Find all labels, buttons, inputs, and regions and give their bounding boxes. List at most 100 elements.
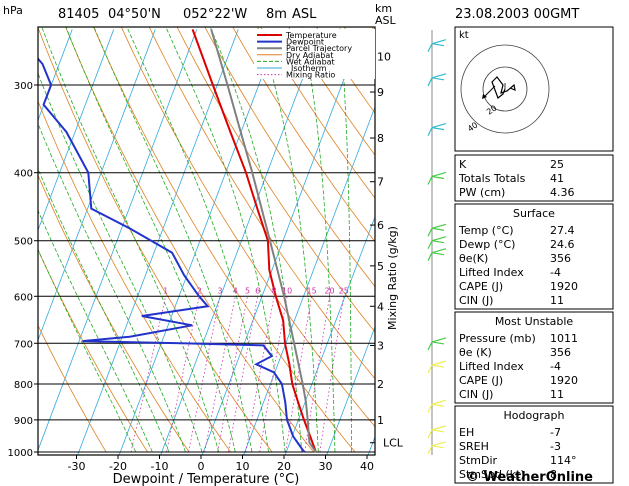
height-tick-label: 3 (377, 339, 384, 352)
dry-adiabat-line (120, 27, 375, 428)
mixing-ratio-label: 10 (282, 286, 292, 295)
index-label: Lifted Index (459, 360, 524, 373)
isotherm-line (284, 215, 375, 455)
pressure-tick-label: 300 (14, 81, 33, 92)
index-label: StmSpd (kt) (459, 468, 525, 481)
copyright: © WeatherOnline (466, 470, 593, 485)
isotherm-line (38, 29, 198, 452)
index-label: CAPE (J) (459, 374, 503, 387)
series-parcel-trajectory-line (210, 29, 317, 453)
station-lat: 04°50'N (108, 7, 161, 22)
legend-entry: Mixing Ratio (286, 71, 335, 80)
index-value: 1920 (550, 374, 578, 387)
legend-entry: Dewpoint (286, 38, 324, 47)
wet-adiabat-line (257, 27, 319, 453)
wind-barb (427, 236, 447, 249)
station-elevation-unit: ASL (292, 7, 317, 22)
series-temperature-line (191, 29, 317, 453)
height-tick-label: 9 (377, 86, 384, 99)
hodograph-frame (454, 26, 614, 152)
wind-barb (427, 171, 447, 185)
station-elevation: 8m (266, 7, 287, 22)
height-tick-label: 6 (377, 219, 384, 232)
wind-barb (427, 399, 447, 413)
wind-barb (427, 223, 447, 237)
height-tick-label: 5 (377, 260, 384, 273)
index-value: -4 (550, 360, 561, 373)
wet-adiabat-line (38, 167, 170, 453)
mixing-ratio-label: 20 (324, 286, 334, 295)
index-label: Pressure (mb) (459, 332, 536, 345)
wet-adiabat-line (38, 122, 186, 453)
dry-adiabat-line (65, 27, 314, 453)
index-box (454, 405, 614, 484)
wet-adiabat-line (165, 27, 286, 453)
wet-adiabat-line (93, 27, 253, 453)
wet-adiabat-line (126, 27, 269, 453)
index-value: 8 (550, 468, 557, 481)
height-tick-label: LCL (383, 437, 404, 450)
mixing-ratio-axis-label: Mixing Ratio (g/kg) (386, 226, 399, 330)
hodograph: kt 20 40 (454, 26, 614, 152)
dry-adiabat-line (38, 248, 148, 453)
index-value: 41 (550, 172, 564, 185)
index-value: 25 (550, 158, 564, 171)
index-label: EH (459, 426, 474, 439)
wind-barb (427, 73, 447, 87)
wet-adiabat-line (339, 27, 352, 452)
index-value: 27.4 (550, 224, 575, 237)
height-tick-label: 7 (377, 176, 384, 189)
pressure-tick-label: 600 (14, 292, 33, 303)
index-label: CAPE (J) (459, 280, 503, 293)
dry-adiabat-line (260, 27, 375, 199)
isotherm-line (38, 29, 156, 342)
height-tick-label: 10 (377, 50, 391, 63)
index-box (454, 154, 614, 202)
hodograph-storm-arrow (483, 85, 496, 98)
pressure-tick-label: 400 (14, 169, 33, 180)
isotherm-line (77, 29, 239, 455)
index-box-title: Most Unstable (495, 315, 574, 328)
index-box (454, 203, 614, 310)
dry-adiabat-line (93, 27, 356, 453)
index-label: θe(K) (459, 252, 488, 265)
index-label: Temp (°C) (458, 224, 514, 237)
index-box-title: Hodograph (504, 409, 565, 422)
x-axis-label: Dewpoint / Temperature (°C) (113, 472, 300, 486)
temp-tick-label: 30 (319, 460, 333, 473)
index-label: Totals Totals (458, 172, 526, 185)
temp-tick-label: -30 (68, 460, 86, 473)
index-value: -7 (550, 426, 561, 439)
pressure-axis-unit: hPa (3, 4, 23, 17)
index-label: K (459, 158, 467, 171)
wind-barb (427, 248, 447, 261)
isotherm-line (38, 29, 73, 122)
index-label: CIN (J) (459, 388, 493, 401)
wind-barb (427, 360, 447, 374)
legend-entry: Parcel Trajectory (286, 44, 352, 53)
mixing-ratio-label: 4 (233, 286, 238, 295)
temp-tick-label: -20 (109, 460, 127, 473)
temp-tick-label: 40 (360, 460, 374, 473)
hodograph-trace (491, 76, 516, 99)
index-value: 24.6 (550, 238, 575, 251)
pressure-tick-label: 800 (14, 380, 33, 391)
mixing-ratio-line (204, 296, 236, 453)
wet-adiabat-line (41, 27, 220, 453)
index-value: 11 (550, 388, 564, 401)
index-value: 1920 (550, 280, 578, 293)
temp-tick-label: 10 (236, 460, 250, 473)
wind-barb (427, 123, 447, 136)
indices-table: K 25 Totals Totals 41 PW (cm) 4.36 Surface Temp… (454, 154, 614, 484)
index-label: Dewp (°C) (459, 238, 515, 251)
index-label: SREH (459, 440, 489, 453)
km-axis-unit-asl: ASL (375, 14, 397, 27)
legend-entry: Dry Adiabat (286, 51, 333, 60)
index-label: Lifted Index (459, 266, 524, 279)
legend-entry: Isotherm (291, 64, 327, 73)
mixing-ratio-line (245, 296, 275, 453)
dry-adiabat-line (38, 324, 107, 453)
index-value: -4 (550, 266, 561, 279)
dry-adiabat-line (38, 174, 190, 453)
